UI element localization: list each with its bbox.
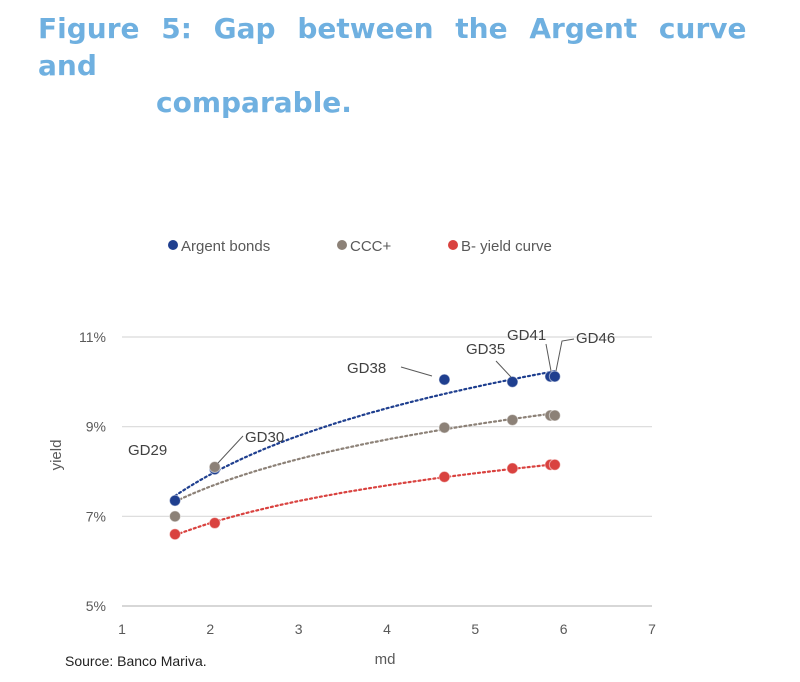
figure-title-line-2: comparable.: [156, 86, 352, 119]
data-point: [169, 510, 181, 523]
x-tick-label: 3: [295, 621, 303, 637]
trendline-2: [173, 463, 556, 537]
x-tick-label: 2: [206, 621, 214, 637]
chart-axes: 5% 7% 9% 11% 1 2 3 4 5 6 7: [79, 329, 656, 637]
legend-entry: B- yield curve: [461, 238, 552, 255]
x-axis-label: md: [375, 651, 396, 668]
point-label-gd35: GD35: [466, 341, 505, 358]
y-tick-label: 11%: [79, 329, 106, 345]
y-tick-label: 9%: [86, 419, 106, 435]
data-point: [438, 470, 451, 483]
chart-points: [169, 370, 561, 541]
legend-marker: [168, 240, 178, 250]
source-note: Source: Banco Mariva.: [65, 653, 207, 669]
figure-title-line-1: Figure 5: Gap between the Argent curve a…: [38, 12, 747, 82]
y-axis-label: yield: [48, 440, 65, 471]
data-point: [438, 421, 451, 434]
chart-gridlines: [122, 336, 652, 517]
data-point: [548, 458, 561, 471]
chart-trendlines: [173, 370, 556, 537]
data-point: [506, 413, 519, 426]
legend-marker: [448, 240, 458, 250]
legend-marker: [337, 240, 347, 250]
legend-entry: CCC+: [350, 238, 391, 255]
legend-entry: Argent bonds: [181, 238, 270, 255]
data-point: [208, 461, 221, 474]
x-tick-label: 4: [383, 621, 391, 637]
point-label-gd46: GD46: [576, 330, 615, 347]
x-tick-label: 1: [118, 621, 126, 637]
label-leader-line: [217, 435, 244, 464]
trendline-0: [173, 370, 556, 497]
figure-title: Figure 5: Gap between the Argent curve a…: [38, 10, 788, 121]
point-label-gd30: GD30: [245, 429, 284, 446]
label-leader-line: [400, 366, 433, 377]
x-tick-label: 7: [648, 621, 656, 637]
data-point: [506, 462, 519, 475]
data-point: [438, 373, 451, 386]
data-point: [169, 528, 181, 541]
x-tick-label: 5: [471, 621, 479, 637]
chart-legend: Argent bonds CCC+ B- yield curve: [168, 238, 552, 255]
point-label-gd41: GD41: [507, 327, 546, 344]
x-tick-label: 6: [560, 621, 568, 637]
point-label-gd29: GD29: [128, 442, 167, 459]
data-point: [548, 409, 561, 422]
trendline-1: [173, 412, 556, 503]
data-point: [506, 375, 519, 388]
label-leader-line: [545, 343, 552, 372]
point-label-gd38: GD38: [347, 360, 386, 377]
data-point: [169, 494, 181, 507]
label-leader-line: [495, 360, 512, 378]
data-point: [548, 370, 561, 383]
y-tick-label: 7%: [86, 508, 106, 524]
y-tick-label: 5%: [86, 598, 106, 614]
label-leader-line: [555, 338, 575, 372]
data-point: [208, 517, 221, 530]
